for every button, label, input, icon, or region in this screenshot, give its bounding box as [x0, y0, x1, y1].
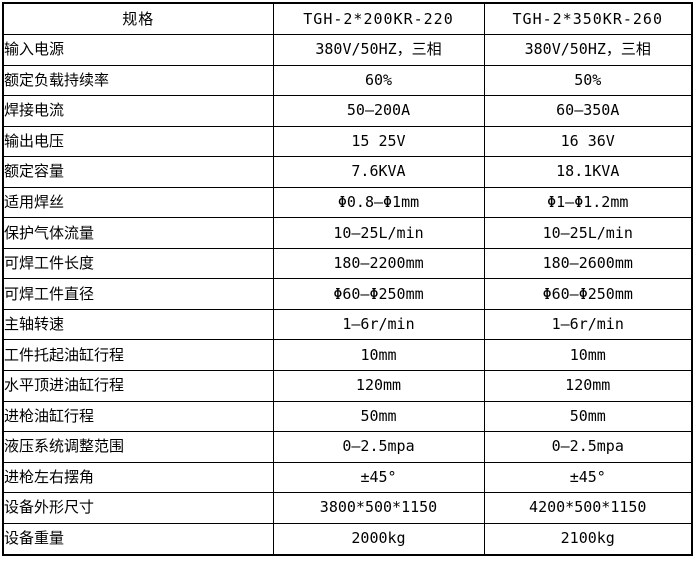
spec-value-model2: 180—2600mm	[483, 247, 693, 280]
spec-value-model2: 0—2.5mpa	[483, 431, 693, 463]
table-row: 进枪油缸行程 50mm 50mm	[2, 400, 693, 433]
spec-value-model2: 2100kg	[483, 522, 693, 556]
spec-value-model2: ±45°	[483, 461, 693, 494]
spec-value-model2: Φ1—Φ1.2mm	[483, 186, 693, 219]
spec-value-model2: 60—350A	[483, 95, 693, 127]
header-spec: 规格	[2, 2, 274, 35]
spec-value-model2: 10mm	[483, 339, 693, 372]
spec-label: 额定容量	[2, 156, 274, 188]
table-row: 输出电压 15 25V 16 36V	[2, 125, 693, 158]
table-row: 输入电源 380V/50HZ，三相 380V/50HZ，三相	[2, 34, 693, 66]
table-row: 设备重量 2000kg 2100kg	[2, 522, 693, 556]
spec-value-model2: 1—6r/min	[483, 308, 693, 341]
spec-value-model2: 4200*500*1150	[483, 492, 693, 524]
spec-label: 额定负载持续率	[2, 64, 274, 97]
table-row: 额定容量 7.6KVA 18.1KVA	[2, 156, 693, 188]
table-row: 额定负载持续率 60% 50%	[2, 64, 693, 97]
spec-value-model1: Φ0.8—Φ1mm	[272, 186, 485, 219]
table-row: 进枪左右摆角 ±45° ±45°	[2, 461, 693, 494]
spec-label: 适用焊丝	[2, 186, 274, 219]
table-row: 液压系统调整范围 0—2.5mpa 0—2.5mpa	[2, 431, 693, 463]
header-row: 规格 TGH-2*200KR-220 TGH-2*350KR-260	[2, 2, 693, 35]
spec-value-model1: 3800*500*1150	[272, 492, 485, 524]
spec-label: 输出电压	[2, 125, 274, 158]
spec-label: 设备外形尺寸	[2, 492, 274, 524]
spec-value-model1: 50—200A	[272, 95, 485, 127]
spec-value-model1: ±45°	[272, 461, 485, 494]
spec-value-model2: Φ60—Φ250mm	[483, 278, 693, 310]
spec-label: 设备重量	[2, 522, 274, 556]
spec-label: 保护气体流量	[2, 217, 274, 249]
table-row: 适用焊丝 Φ0.8—Φ1mm Φ1—Φ1.2mm	[2, 186, 693, 219]
spec-label: 进枪油缸行程	[2, 400, 274, 433]
table-row: 可焊工件长度 180—2200mm 180—2600mm	[2, 247, 693, 280]
table-row: 可焊工件直径 Φ60—Φ250mm Φ60—Φ250mm	[2, 278, 693, 310]
spec-value-model1: 7.6KVA	[272, 156, 485, 188]
spec-value-model1: Φ60—Φ250mm	[272, 278, 485, 310]
spec-value-model1: 2000kg	[272, 522, 485, 556]
header-model-1: TGH-2*200KR-220	[272, 2, 485, 35]
table-row: 工件托起油缸行程 10mm 10mm	[2, 339, 693, 372]
spec-label: 液压系统调整范围	[2, 431, 274, 463]
spec-label: 焊接电流	[2, 95, 274, 127]
table-row: 保护气体流量 10—25L/min 10—25L/min	[2, 217, 693, 249]
spec-label: 进枪左右摆角	[2, 461, 274, 494]
spec-value-model1: 120mm	[272, 370, 485, 402]
table-row: 水平顶进油缸行程 120mm 120mm	[2, 370, 693, 402]
spec-label: 可焊工件长度	[2, 247, 274, 280]
table-row: 主轴转速 1—6r/min 1—6r/min	[2, 308, 693, 341]
spec-value-model1: 1—6r/min	[272, 308, 485, 341]
spec-value-model2: 16 36V	[483, 125, 693, 158]
spec-value-model2: 380V/50HZ，三相	[483, 34, 693, 66]
table-row: 设备外形尺寸 3800*500*1150 4200*500*1150	[2, 492, 693, 524]
spec-value-model1: 180—2200mm	[272, 247, 485, 280]
spec-value-model2: 120mm	[483, 370, 693, 402]
spec-value-model1: 10—25L/min	[272, 217, 485, 249]
spec-label: 工件托起油缸行程	[2, 339, 274, 372]
spec-value-model2: 10—25L/min	[483, 217, 693, 249]
spec-value-model2: 50%	[483, 64, 693, 97]
spec-value-model1: 10mm	[272, 339, 485, 372]
spec-value-model1: 50mm	[272, 400, 485, 433]
spec-value-model2: 50mm	[483, 400, 693, 433]
spec-label: 可焊工件直径	[2, 278, 274, 310]
spec-value-model1: 380V/50HZ，三相	[272, 34, 485, 66]
spec-value-model1: 15 25V	[272, 125, 485, 158]
spec-value-model1: 0—2.5mpa	[272, 431, 485, 463]
spec-value-model1: 60%	[272, 64, 485, 97]
header-model-2: TGH-2*350KR-260	[483, 2, 693, 35]
spec-label: 水平顶进油缸行程	[2, 370, 274, 402]
spec-label: 主轴转速	[2, 308, 274, 341]
spec-label: 输入电源	[2, 34, 274, 66]
table-row: 焊接电流 50—200A 60—350A	[2, 95, 693, 127]
spec-value-model2: 18.1KVA	[483, 156, 693, 188]
